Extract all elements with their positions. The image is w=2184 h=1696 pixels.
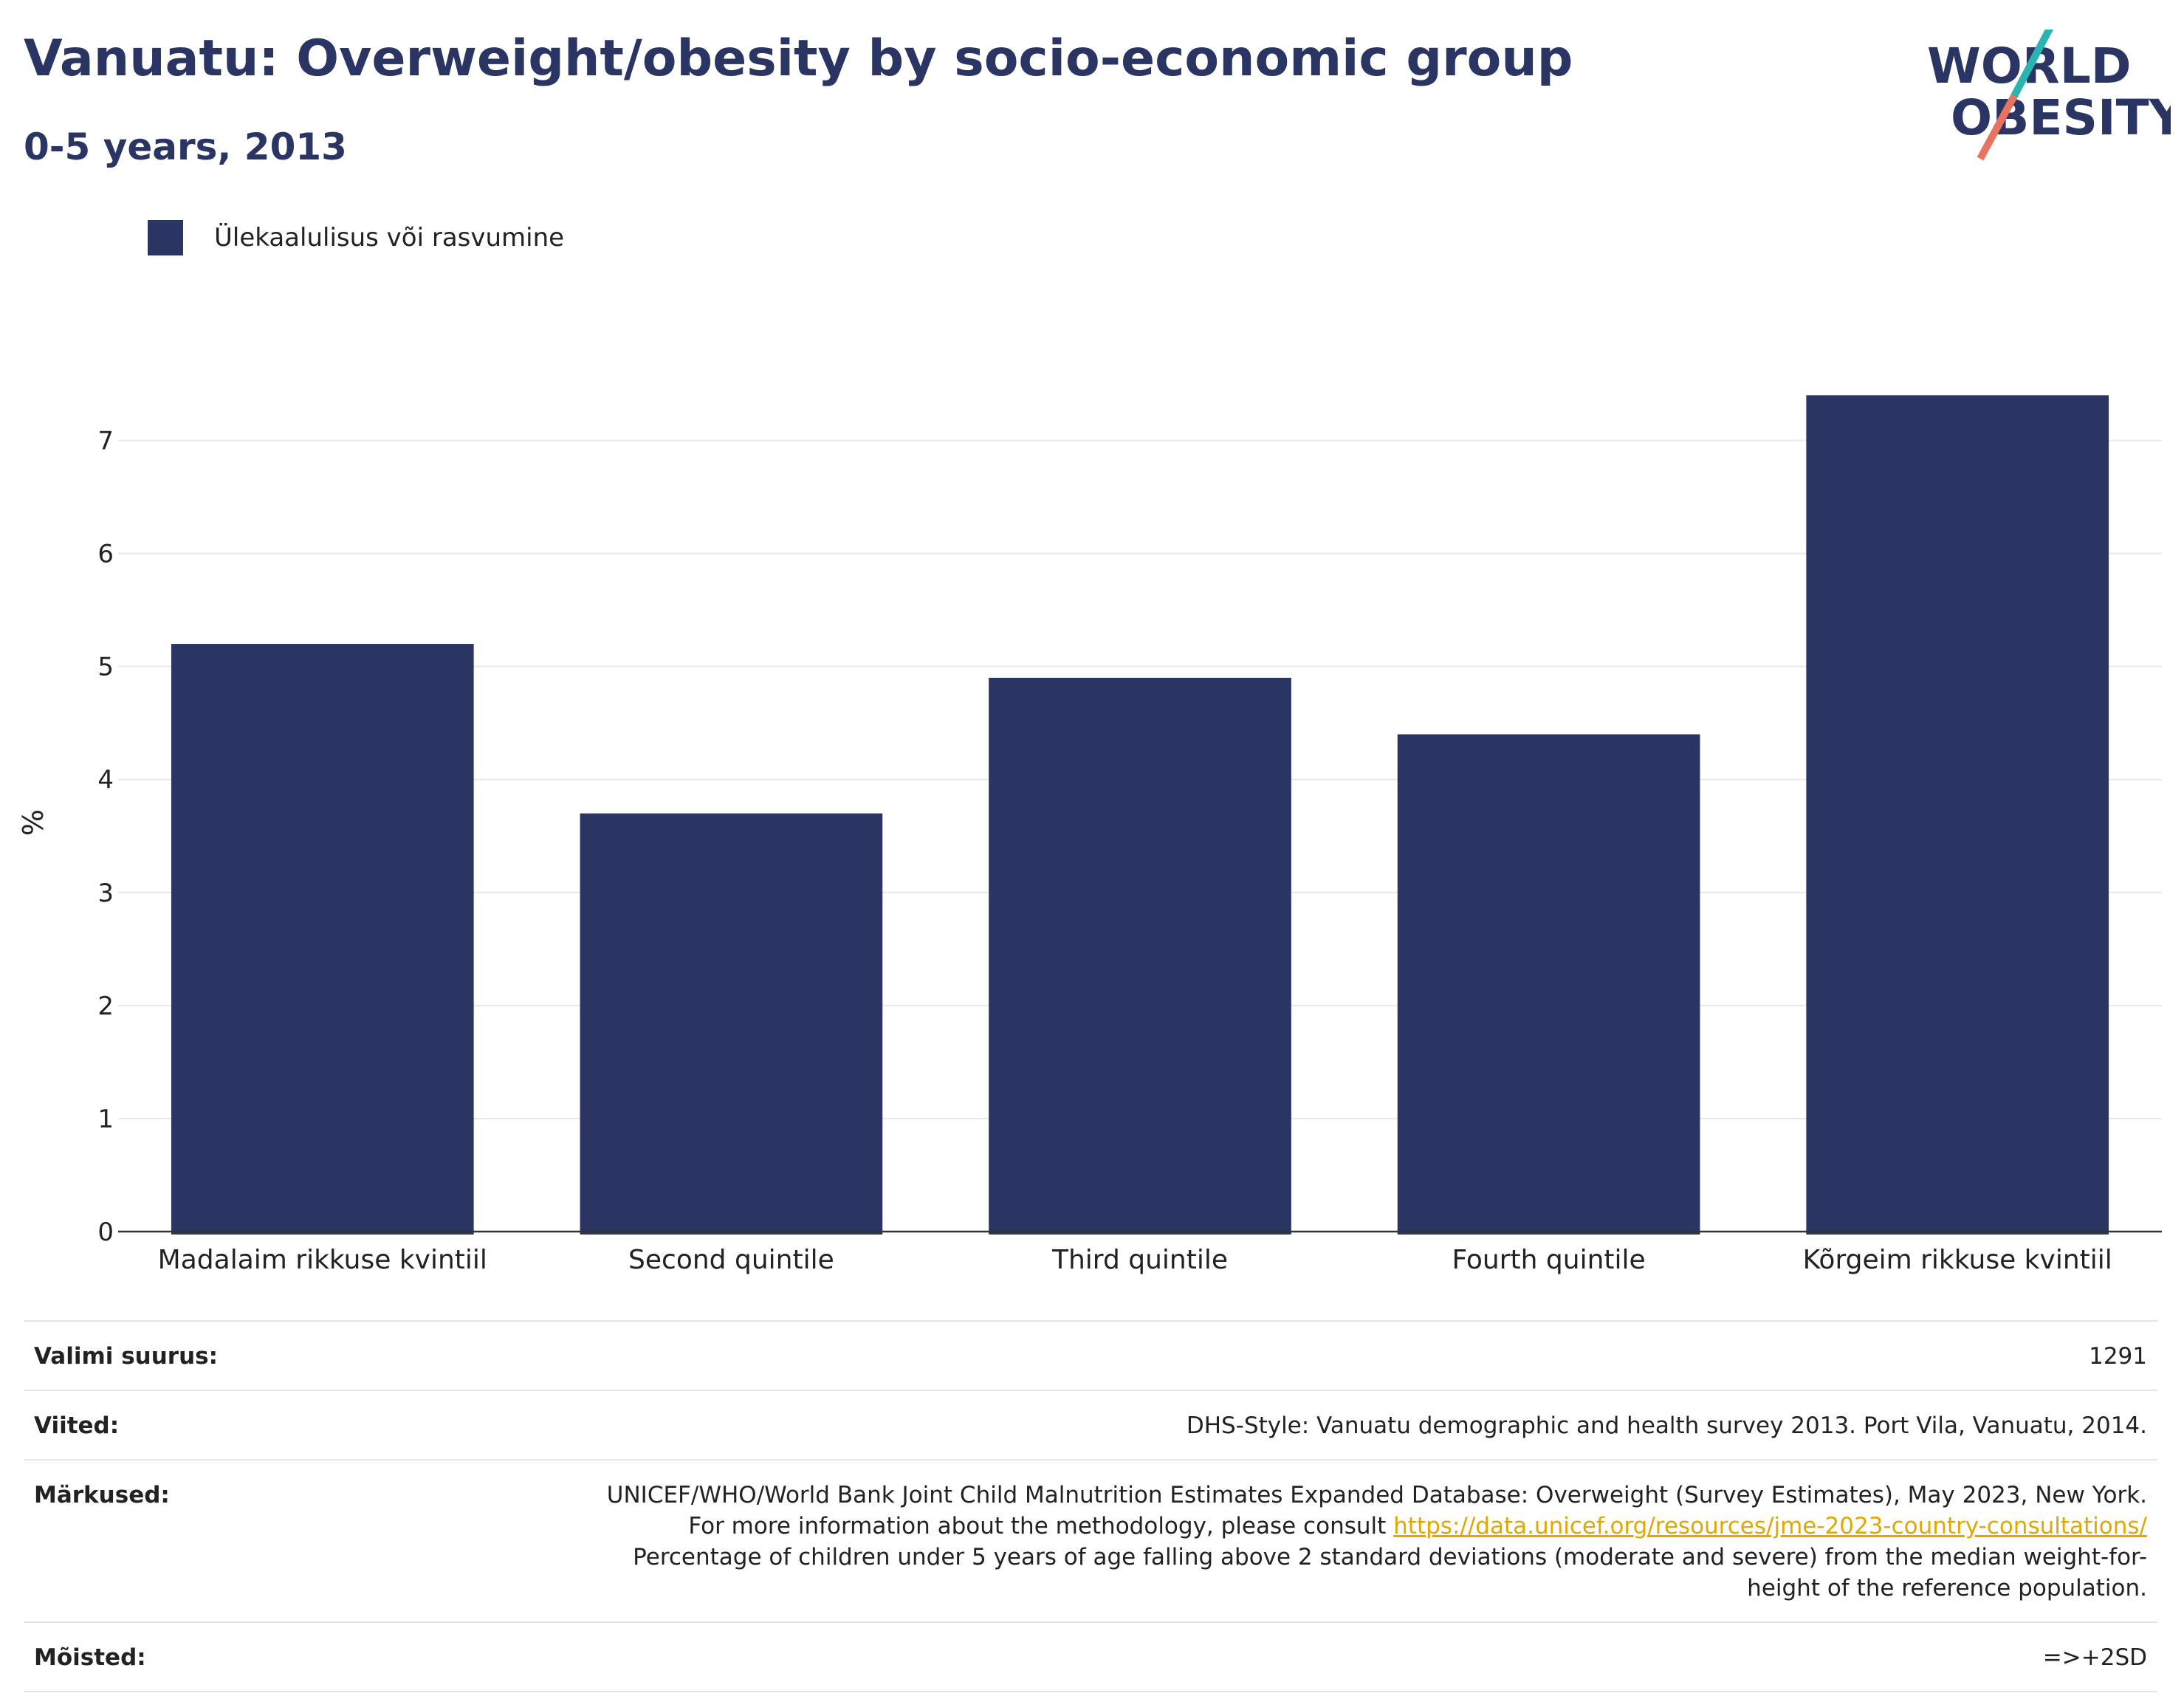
bar[interactable] — [171, 644, 474, 1235]
references-label: Viited: — [34, 1412, 120, 1439]
bar[interactable] — [1397, 734, 1700, 1235]
notes-text-1: UNICEF/WHO/World Bank Joint Child Malnut… — [606, 1482, 2147, 1539]
meta-row-definitions: Mõisted: =>+2SD — [24, 1621, 2157, 1692]
world-obesity-logo: WORLD OBESITY — [1927, 30, 2171, 161]
notes-link[interactable]: https://data.unicef.org/resources/jme-20… — [1393, 1513, 2147, 1539]
logo-text-obesity: OBESITY — [1951, 89, 2171, 146]
meta-row-references: Viited: DHS-Style: Vanuatu demographic a… — [24, 1390, 2157, 1459]
logo-slash-teal — [2010, 30, 2054, 98]
y-tick-label: 4 — [97, 766, 114, 795]
notes-text-2: Percentage of children under 5 years of … — [633, 1544, 2147, 1601]
legend-swatch — [148, 220, 183, 255]
y-tick-label: 0 — [97, 1218, 114, 1247]
y-tick-label: 3 — [97, 879, 114, 908]
bar[interactable] — [989, 677, 1291, 1235]
legend: Ülekaalulisus või rasvumine — [148, 220, 564, 255]
references-value: DHS-Style: Vanuatu demographic and healt… — [1186, 1412, 2147, 1439]
notes-label: Märkused: — [34, 1482, 170, 1508]
legend-label: Ülekaalulisus või rasvumine — [214, 223, 565, 253]
sample-size-label: Valimi suurus: — [34, 1343, 218, 1370]
bar-chart: 0 1 2 3 4 5 6 7 Madalaim rikkuse kvintiil Second… — [17, 395, 2162, 1275]
x-category-label: Second quintile — [628, 1245, 834, 1275]
x-axis-categories: Madalaim rikkuse kvintiil Second quintile… — [158, 1245, 2112, 1275]
y-axis-label: % — [17, 809, 49, 836]
metadata-table: Valimi suurus: 1291 Viited: DHS-Style: V… — [24, 1320, 2157, 1692]
definitions-label: Mõisted: — [34, 1644, 146, 1671]
meta-row-notes: Märkused: UNICEF/WHO/World Bank Joint Ch… — [24, 1459, 2157, 1621]
y-tick-label: 6 — [97, 540, 114, 569]
meta-row-sample-size: Valimi suurus: 1291 — [24, 1320, 2157, 1390]
y-tick-label: 7 — [97, 427, 114, 456]
definitions-value: =>+2SD — [2042, 1644, 2147, 1671]
y-tick-label: 5 — [97, 653, 114, 682]
x-category-label: Third quintile — [1051, 1245, 1228, 1275]
chart-subtitle: 0-5 years, 2013 — [24, 126, 347, 168]
y-axis-ticks: 0 1 2 3 4 5 6 7 — [97, 427, 114, 1247]
logo-slash-coral — [1977, 94, 2018, 161]
y-tick-label: 1 — [97, 1105, 114, 1134]
bar[interactable] — [1806, 395, 2109, 1235]
x-category-label: Kõrgeim rikkuse kvintiil — [1803, 1245, 2112, 1275]
bar[interactable] — [580, 813, 883, 1235]
bars — [171, 395, 2109, 1235]
x-category-label: Madalaim rikkuse kvintiil — [158, 1245, 487, 1275]
chart-title: Vanuatu: Overweight/obesity by socio-eco… — [24, 30, 1573, 88]
sample-size-value: 1291 — [2089, 1343, 2147, 1370]
y-tick-label: 2 — [97, 992, 114, 1021]
notes-value: UNICEF/WHO/World Bank Joint Child Malnut… — [597, 1480, 2147, 1604]
x-category-label: Fourth quintile — [1452, 1245, 1645, 1275]
